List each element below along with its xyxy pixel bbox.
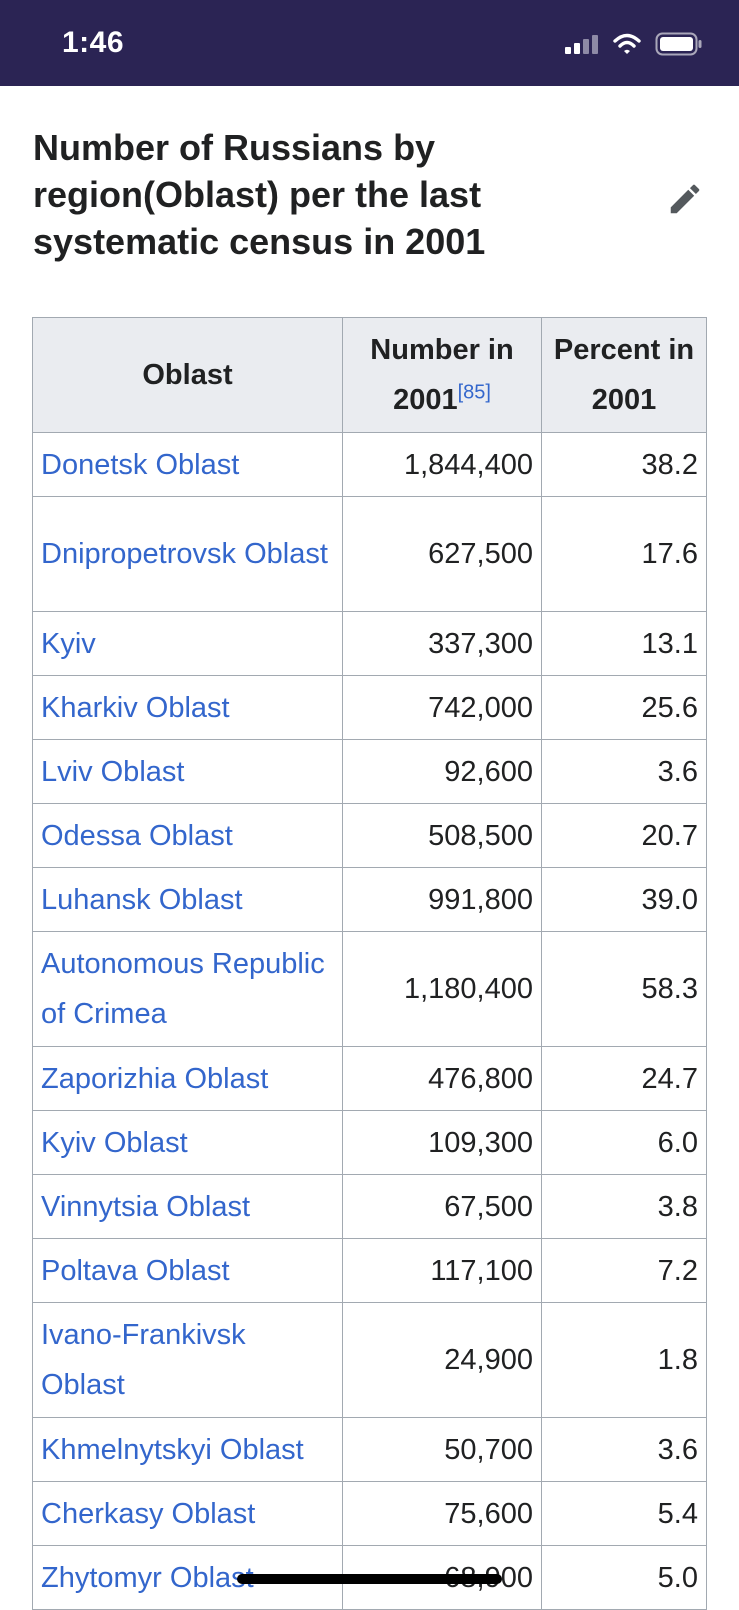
percent-cell: 25.6 bbox=[541, 675, 707, 740]
battery-icon bbox=[655, 32, 702, 56]
oblast-link[interactable]: Kyiv bbox=[41, 627, 96, 660]
oblast-link[interactable]: Poltava Oblast bbox=[41, 1254, 230, 1287]
oblast-link[interactable]: Lviv Oblast bbox=[41, 755, 185, 788]
percent-cell: 20.7 bbox=[541, 803, 707, 868]
number-cell: 50,700 bbox=[342, 1417, 542, 1482]
oblast-link[interactable]: Kyiv Oblast bbox=[41, 1126, 188, 1159]
pencil-icon[interactable] bbox=[666, 180, 704, 218]
percent-cell: 39.0 bbox=[541, 867, 707, 932]
number-cell: 337,300 bbox=[342, 611, 542, 676]
oblast-link[interactable]: Vinnytsia Oblast bbox=[41, 1190, 251, 1223]
oblast-link[interactable]: Kharkiv Oblast bbox=[41, 691, 230, 724]
oblast-link[interactable]: Cherkasy Oblast bbox=[41, 1497, 256, 1530]
census-table: Oblast Number in 2001[85] Percent in 200… bbox=[32, 317, 707, 1610]
oblast-link[interactable]: Donetsk Oblast bbox=[41, 448, 240, 481]
header-number-label: Number in 2001 bbox=[370, 334, 514, 416]
oblast-cell: Zaporizhia Oblast bbox=[32, 1046, 343, 1111]
percent-cell: 38.2 bbox=[541, 432, 707, 497]
header-percent: Percent in 2001 bbox=[541, 317, 707, 433]
table-row: Lviv Oblast 92,600 3.6 bbox=[32, 739, 707, 804]
number-cell: 67,500 bbox=[342, 1174, 542, 1239]
table-row: Khmelnytskyi Oblast 50,700 3.6 bbox=[32, 1417, 707, 1482]
header-number: Number in 2001[85] bbox=[342, 317, 542, 433]
percent-cell: 5.0 bbox=[541, 1545, 707, 1610]
oblast-link[interactable]: Odessa Oblast bbox=[41, 819, 233, 852]
signal-icon bbox=[565, 35, 598, 54]
oblast-link[interactable]: Dnipropetrovsk Oblast bbox=[41, 538, 328, 570]
page-title: Number of Russians by region(Oblast) per… bbox=[33, 127, 486, 262]
status-icons bbox=[565, 32, 703, 56]
wifi-icon bbox=[613, 33, 641, 54]
oblast-cell: Luhansk Oblast bbox=[32, 867, 343, 932]
percent-cell: 3.6 bbox=[541, 739, 707, 804]
number-cell: 627,500 bbox=[342, 496, 542, 612]
percent-cell: 3.6 bbox=[541, 1417, 707, 1482]
oblast-link[interactable]: Khmelnytskyi Oblast bbox=[41, 1433, 304, 1466]
oblast-link[interactable]: Autonomous Republic of Crimea bbox=[41, 948, 325, 1030]
percent-cell: 13.1 bbox=[541, 611, 707, 676]
table-row: Ivano-Frankivsk Oblast 24,900 1.8 bbox=[32, 1302, 707, 1418]
table-row: Poltava Oblast 117,100 7.2 bbox=[32, 1238, 707, 1303]
table-row: Cherkasy Oblast 75,600 5.4 bbox=[32, 1481, 707, 1546]
oblast-cell: Kharkiv Oblast bbox=[32, 675, 343, 740]
table-row: Kyiv Oblast 109,300 6.0 bbox=[32, 1110, 707, 1175]
oblast-cell: Kyiv bbox=[32, 611, 343, 676]
table-row: Vinnytsia Oblast 67,500 3.8 bbox=[32, 1174, 707, 1239]
number-cell: 24,900 bbox=[342, 1302, 542, 1418]
oblast-cell: Vinnytsia Oblast bbox=[32, 1174, 343, 1239]
oblast-cell: Dnipropetrovsk Oblast bbox=[32, 496, 343, 612]
oblast-link[interactable]: Zhytomyr Oblast bbox=[41, 1561, 254, 1594]
reference-link[interactable]: [85] bbox=[457, 381, 491, 404]
number-cell: 92,600 bbox=[342, 739, 542, 804]
table-row: Dnipropetrovsk Oblast 627,500 17.6 bbox=[32, 496, 707, 612]
number-cell: 117,100 bbox=[342, 1238, 542, 1303]
home-indicator[interactable] bbox=[237, 1574, 502, 1584]
table-row: Odessa Oblast 508,500 20.7 bbox=[32, 803, 707, 868]
oblast-cell: Kyiv Oblast bbox=[32, 1110, 343, 1175]
percent-cell: 3.8 bbox=[541, 1174, 707, 1239]
oblast-cell: Khmelnytskyi Oblast bbox=[32, 1417, 343, 1482]
number-cell: 75,600 bbox=[342, 1481, 542, 1546]
oblast-cell: Ivano-Frankivsk Oblast bbox=[32, 1302, 343, 1418]
header-oblast: Oblast bbox=[32, 317, 343, 433]
status-time: 1:46 bbox=[62, 26, 125, 59]
status-bar: 1:46 bbox=[0, 0, 739, 86]
oblast-cell: Donetsk Oblast bbox=[32, 432, 343, 497]
oblast-cell: Poltava Oblast bbox=[32, 1238, 343, 1303]
oblast-cell: Cherkasy Oblast bbox=[32, 1481, 343, 1546]
table-row: Donetsk Oblast 1,844,400 38.2 bbox=[32, 432, 707, 497]
number-cell: 1,844,400 bbox=[342, 432, 542, 497]
number-cell: 991,800 bbox=[342, 867, 542, 932]
number-cell: 476,800 bbox=[342, 1046, 542, 1111]
table-row: Kharkiv Oblast 742,000 25.6 bbox=[32, 675, 707, 740]
number-cell: 109,300 bbox=[342, 1110, 542, 1175]
number-cell: 1,180,400 bbox=[342, 931, 542, 1047]
percent-cell: 58.3 bbox=[541, 931, 707, 1047]
percent-cell: 7.2 bbox=[541, 1238, 707, 1303]
oblast-cell: Autonomous Republic of Crimea bbox=[32, 931, 343, 1047]
oblast-link[interactable]: Zaporizhia Oblast bbox=[41, 1062, 269, 1095]
number-cell: 742,000 bbox=[342, 675, 542, 740]
table-row: Luhansk Oblast 991,800 39.0 bbox=[32, 867, 707, 932]
percent-cell: 17.6 bbox=[541, 496, 707, 612]
oblast-link[interactable]: Ivano-Frankivsk Oblast bbox=[41, 1319, 246, 1401]
percent-cell: 6.0 bbox=[541, 1110, 707, 1175]
percent-cell: 1.8 bbox=[541, 1302, 707, 1418]
number-cell: 508,500 bbox=[342, 803, 542, 868]
percent-cell: 5.4 bbox=[541, 1481, 707, 1546]
oblast-link[interactable]: Luhansk Oblast bbox=[41, 883, 243, 916]
table-row: Zaporizhia Oblast 476,800 24.7 bbox=[32, 1046, 707, 1111]
table-header-row: Oblast Number in 2001[85] Percent in 200… bbox=[32, 317, 707, 433]
oblast-cell: Odessa Oblast bbox=[32, 803, 343, 868]
percent-cell: 24.7 bbox=[541, 1046, 707, 1111]
table-row: Autonomous Republic of Crimea 1,180,400 … bbox=[32, 931, 707, 1047]
table-row: Kyiv 337,300 13.1 bbox=[32, 611, 707, 676]
oblast-cell: Lviv Oblast bbox=[32, 739, 343, 804]
